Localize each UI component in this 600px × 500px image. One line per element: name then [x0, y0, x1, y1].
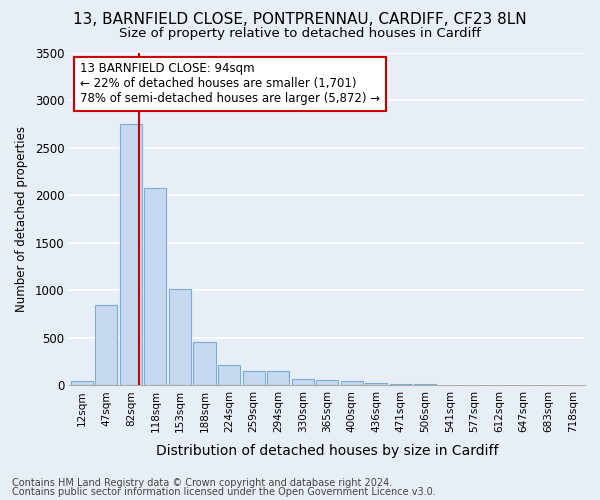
Text: 13 BARNFIELD CLOSE: 94sqm
← 22% of detached houses are smaller (1,701)
78% of se: 13 BARNFIELD CLOSE: 94sqm ← 22% of detac… [80, 62, 380, 106]
X-axis label: Distribution of detached houses by size in Cardiff: Distribution of detached houses by size … [156, 444, 499, 458]
Bar [145, 188, 166, 386]
Text: 13, BARNFIELD CLOSE, PONTPRENNAU, CARDIFF, CF23 8LN: 13, BARNFIELD CLOSE, PONTPRENNAU, CARDIF… [73, 12, 527, 28]
Bar [415, 384, 436, 386]
Bar [71, 380, 93, 386]
Bar [365, 383, 388, 386]
Bar [120, 124, 142, 386]
Bar [439, 385, 461, 386]
Bar [316, 380, 338, 386]
Bar [292, 378, 314, 386]
Bar [218, 365, 240, 386]
Text: Contains public sector information licensed under the Open Government Licence v3: Contains public sector information licen… [12, 487, 436, 497]
Text: Contains HM Land Registry data © Crown copyright and database right 2024.: Contains HM Land Registry data © Crown c… [12, 478, 392, 488]
Bar [341, 380, 363, 386]
Bar [169, 290, 191, 386]
Bar [95, 304, 118, 386]
Bar [193, 342, 215, 386]
Text: Size of property relative to detached houses in Cardiff: Size of property relative to detached ho… [119, 28, 481, 40]
Bar [390, 384, 412, 386]
Bar [242, 370, 265, 386]
Y-axis label: Number of detached properties: Number of detached properties [15, 126, 28, 312]
Bar [267, 371, 289, 386]
